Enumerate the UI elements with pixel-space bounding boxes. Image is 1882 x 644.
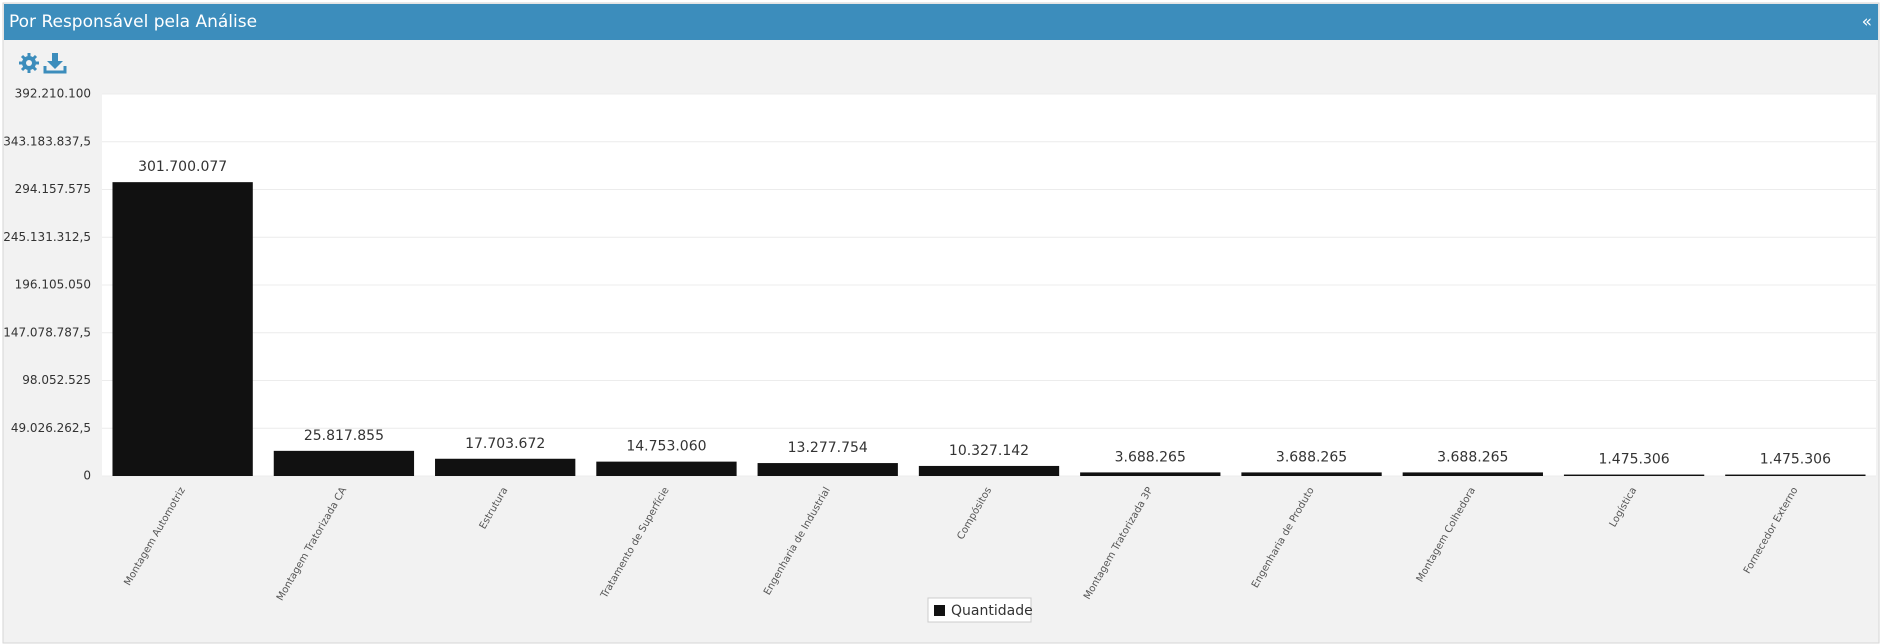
bar xyxy=(918,465,1060,476)
bar xyxy=(596,461,737,476)
value-label: 301.700.077 xyxy=(138,159,227,175)
bar xyxy=(112,182,253,476)
legend-swatch xyxy=(934,605,945,616)
value-label: 14.753.060 xyxy=(626,439,706,455)
y-tick-label: 196.105.050 xyxy=(15,278,91,292)
value-label: 3.688.265 xyxy=(1115,449,1186,465)
settings-icon[interactable] xyxy=(19,53,39,73)
bar xyxy=(757,463,898,476)
value-label: 25.817.855 xyxy=(304,428,384,444)
bar xyxy=(273,450,415,476)
y-tick-label: 392.210.100 xyxy=(15,87,91,101)
legend[interactable]: Quantidade xyxy=(927,597,1033,623)
y-tick-label: 49.026.262,5 xyxy=(11,421,91,435)
value-label: 17.703.672 xyxy=(465,436,545,452)
y-tick-label: 0 xyxy=(83,469,91,483)
y-tick-label: 147.078.787,5 xyxy=(3,325,91,339)
y-tick-label: 294.157.575 xyxy=(15,182,91,196)
bar xyxy=(1241,472,1382,476)
y-tick-label: 245.131.312,5 xyxy=(3,230,91,244)
legend-box xyxy=(927,597,1032,623)
panel-title: Por Responsável pela Análise xyxy=(9,12,257,32)
bar xyxy=(1725,474,1866,476)
value-label: 3.688.265 xyxy=(1437,449,1508,465)
legend-label: Quantidade xyxy=(951,603,1033,619)
bar xyxy=(1080,472,1221,476)
bar xyxy=(435,458,576,476)
bar xyxy=(1563,474,1705,476)
value-label: 3.688.265 xyxy=(1276,449,1347,465)
y-tick-label: 343.183.837,5 xyxy=(3,134,91,148)
value-label: 13.277.754 xyxy=(788,440,868,456)
value-label: 1.475.306 xyxy=(1760,452,1831,468)
panel-header xyxy=(4,4,1878,40)
value-label: 1.475.306 xyxy=(1598,452,1669,468)
value-label: 10.327.142 xyxy=(949,443,1029,459)
collapse-button[interactable]: « xyxy=(1862,12,1872,32)
y-tick-label: 98.052.525 xyxy=(22,373,91,387)
download-icon[interactable] xyxy=(43,53,67,74)
bar xyxy=(1402,472,1543,476)
